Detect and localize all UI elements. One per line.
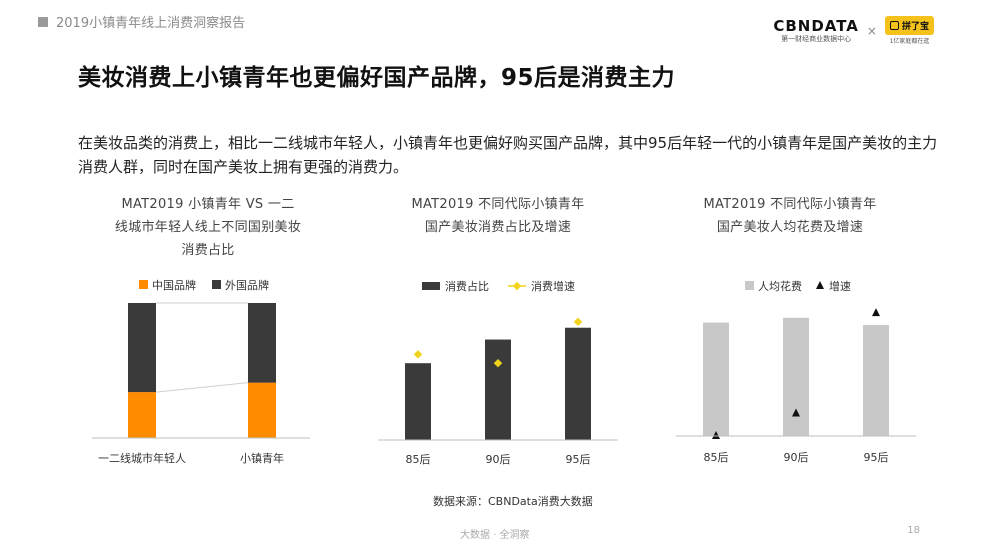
chart3-growth-point-2 (872, 308, 880, 317)
chart3-legend-growth-label: 增速 (829, 279, 851, 293)
chart1-title-line2: 线城市年轻人线上不同国别美妆 (114, 220, 302, 235)
chart1-bar-foreign-1 (248, 303, 276, 383)
page-title: 美妆消费上小镇青年也更偏好国产品牌，95后是消费主力 (78, 65, 676, 91)
report-title: 2019小镇青年线上消费洞察报告 (56, 16, 246, 31)
chart2-legend-growth-label: 消费增速 (531, 279, 575, 293)
chart3-title: MAT2019 不同代际小镇青年 国产美妆人均花费及增速 (670, 193, 910, 239)
page-number: 18 (907, 525, 920, 536)
chart1-category-label-1: 小镇青年 (240, 451, 284, 465)
chart3-category-label-2: 95后 (864, 451, 889, 464)
chart2-bar-1 (485, 339, 511, 440)
chart1-title: MAT2019 小镇青年 VS 一二 线城市年轻人线上不同国别美妆 消费占比 (88, 193, 328, 262)
chart3-legend-spend-swatch (745, 281, 754, 290)
chart2-bar-0 (405, 363, 431, 440)
chart1-legend-cn-label: 中国品牌 (152, 278, 196, 292)
cbndata-subtitle: 第一财经商业数据中心 (781, 35, 852, 43)
chart1-bar-cn-0 (128, 392, 156, 438)
chart2-bar-2 (565, 327, 591, 440)
chart2-growth-point-2 (573, 317, 583, 327)
logo-separator: × (866, 23, 877, 38)
chart3-category-label-0: 85后 (704, 451, 729, 464)
cbndata-brand: CBNDATA (773, 17, 859, 35)
chart2-category-label-1: 90后 (486, 453, 511, 466)
data-source: 数据来源：CBNData消费大数据 (433, 495, 593, 508)
partner-slogan: 1亿家庭都在逛 (889, 38, 930, 45)
chart2-title-line1: MAT2019 不同代际小镇青年 (411, 197, 585, 212)
partner-logo-box: 拼了宝 (884, 16, 934, 35)
chart3-growth-point-1 (792, 408, 800, 417)
chart3-title-line1: MAT2019 不同代际小镇青年 (703, 197, 877, 212)
chart1-bar-foreign-0 (128, 303, 156, 393)
report-tag-square-icon (38, 16, 48, 27)
chart1-category-label-0: 一二线城市年轻人 (98, 451, 186, 465)
chart3-bar-2 (863, 324, 889, 436)
chart2-legend-share-swatch (422, 282, 440, 290)
chart1-legend-cn-swatch (139, 280, 148, 289)
chart2-category-label-0: 85后 (406, 453, 431, 466)
chart2-category-label-2: 95后 (566, 453, 591, 466)
partner-name: 拼了宝 (901, 22, 929, 32)
chart3-category-label-1: 90后 (784, 451, 809, 464)
chart2-growth-point-1 (493, 358, 503, 368)
logo-group: CBNDATA 第一财经商业数据中心 × 拼了宝 1亿家庭都在逛 (773, 16, 934, 45)
partner-logo: 拼了宝 1亿家庭都在逛 (884, 16, 934, 45)
chart3-legend-growth-swatch (816, 281, 824, 289)
chart2-title-line2: 国产美妆消费占比及增速 (424, 220, 572, 235)
cbndata-logo: CBNDATA 第一财经商业数据中心 (773, 17, 859, 44)
chart1-legend-foreign-label: 外国品牌 (225, 278, 269, 292)
chart3-legend-spend-label: 人均花费 (758, 280, 802, 293)
report-tag: 2019小镇青年线上消费洞察报告 (38, 12, 245, 31)
chart2-title: MAT2019 不同代际小镇青年 国产美妆消费占比及增速 (378, 193, 618, 239)
chart1-title-line1: MAT2019 小镇青年 VS 一二 (121, 197, 295, 212)
chart2-legend-share-label: 消费占比 (445, 279, 489, 293)
chart3-bar-0 (703, 322, 729, 436)
intro-paragraph: 在美妆品类的消费上，相比一二线城市年轻人，小镇青年也更偏好购买国产品牌，其中95… (78, 134, 938, 176)
chart1-bar-cn-1 (248, 382, 276, 438)
footer-slogan: 大数据 · 全洞察 (460, 530, 530, 541)
bag-icon (889, 21, 899, 30)
chart3-title-line2: 国产美妆人均花费及增速 (716, 220, 864, 235)
chart1-legend-foreign-swatch (212, 280, 221, 289)
chart3-bar-1 (783, 317, 809, 436)
chart1-connector-split (155, 382, 249, 393)
chart1-title-line3: 消费占比 (181, 243, 235, 258)
chart2-legend-growth-swatch-marker (512, 281, 522, 291)
chart3-growth-point-0 (712, 431, 720, 439)
chart2-growth-point-0 (413, 350, 423, 359)
